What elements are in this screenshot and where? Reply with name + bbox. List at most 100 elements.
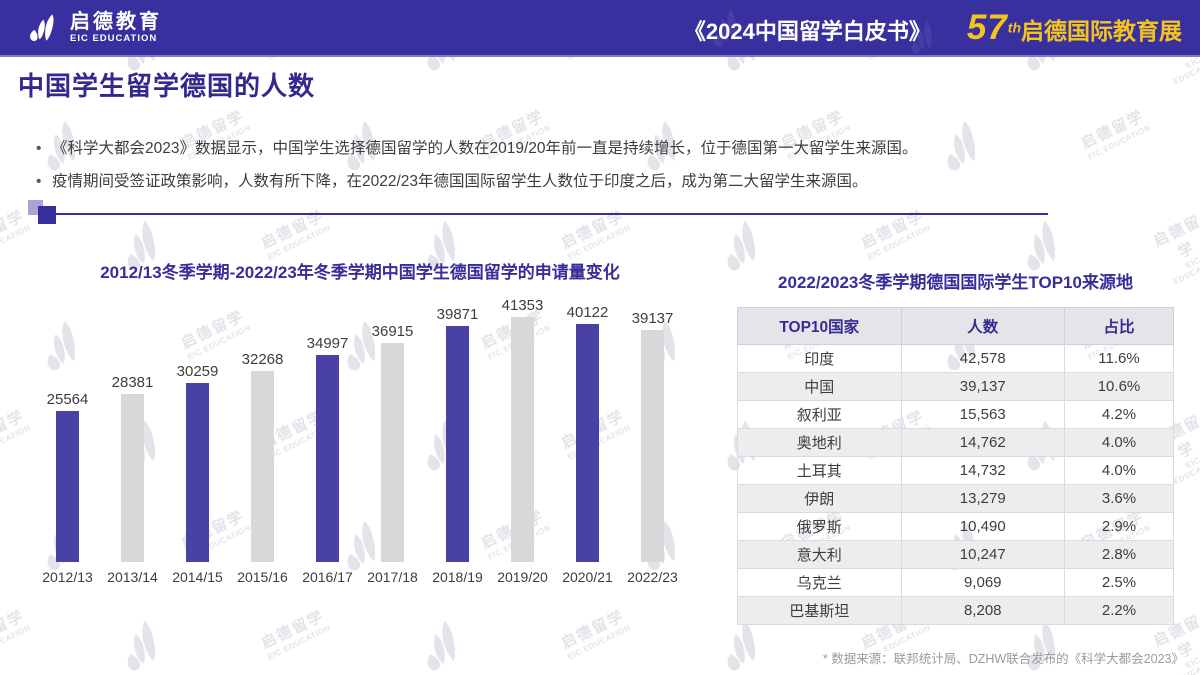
bar-value-label: 41353 [501,297,544,314]
bar-group-2020/21: 40122 2020/21 [555,304,620,587]
bar-chart: 25564 2012/13 28381 2013/14 30259 2014/15 3226… [35,297,685,587]
eic-logo-icon [22,9,60,47]
table-row: 中国 39,137 10.6% [737,372,1174,401]
table-row: 俄罗斯 10,490 2.9% [737,512,1174,541]
table-row: 土耳其 14,732 4.0% [737,456,1174,485]
table-cell: 13,279 [900,484,1065,513]
bar [251,371,274,562]
table-cell: 印度 [737,344,902,373]
table-row: 印度 42,578 11.6% [737,344,1174,373]
bar [641,330,664,562]
table-cell: 2.5% [1064,568,1174,597]
table-cell: 14,762 [900,428,1065,457]
table-header-row: TOP10国家 人数 占比 [737,307,1174,345]
bar-value-label: 28381 [111,374,154,391]
bar-category-label: 2013/14 [107,569,158,585]
table-cell: 42,578 [900,344,1065,373]
bar-value-label: 39137 [631,310,674,327]
table-cell: 9,069 [900,568,1065,597]
top10-countries-table: TOP10国家 人数 占比 印度 42,578 11.6% 中国 39,137 10.6%… [737,307,1174,625]
expo-ordinal-suffix: th [1007,19,1021,36]
bar-value-label: 25564 [46,391,89,408]
table-cell: 15,563 [900,400,1065,429]
bullet-item: 《科学大都会2023》数据显示，中国学生选择德国留学的人数在2019/20年前一… [36,132,918,165]
application-volume-chart-section: 2012/13冬季学期-2022/23年冬季学期中国学生德国留学的申请量变化 2… [35,258,685,587]
table-cell: 中国 [737,372,902,401]
expo-label: 启德国际教育展 [1021,17,1182,44]
bar-category-label: 2014/15 [172,569,223,585]
bar-category-label: 2012/13 [42,569,93,585]
bar-group-2013/14: 28381 2013/14 [100,374,165,587]
bar [576,324,599,562]
bar-category-label: 2017/18 [367,569,418,585]
bar-category-label: 2015/16 [237,569,288,585]
bar-group-2018/19: 39871 2018/19 [425,306,490,587]
table-row: 伊朗 13,279 3.6% [737,484,1174,513]
bar-value-label: 34997 [306,335,349,352]
bar [316,355,339,562]
bar [186,383,209,562]
expo-title: 57th启德国际教育展 [967,8,1182,48]
bar-value-label: 36915 [371,323,414,340]
bar [446,326,469,562]
page-title: 中国学生留学德国的人数 [18,71,316,101]
bullet-item: 疫情期间受签证政策影响，人数有所下降，在2022/23年德国国际留学生人数位于印… [36,165,918,198]
table-cell: 4.0% [1064,456,1174,485]
bar [511,317,534,562]
bar-group-2016/17: 34997 2016/17 [295,335,360,587]
table-cell: 39,137 [900,372,1065,401]
divider-line [56,213,1048,215]
column-header-country: TOP10国家 [737,307,902,345]
table-cell: 乌克兰 [737,568,902,597]
bar-group-2022/23: 39137 2022/23 [620,310,685,587]
column-header-count: 人数 [900,307,1065,345]
header-bar: 启德教育 EIC EDUCATION 《2024中国留学白皮书》 57th启德国… [0,0,1200,57]
divider-square-dark [38,206,56,224]
table-cell: 8,208 [900,596,1065,625]
bar [381,343,404,562]
table-cell: 3.6% [1064,484,1174,513]
table-row: 叙利亚 15,563 4.2% [737,400,1174,429]
table-row: 意大利 10,247 2.8% [737,540,1174,569]
bar [56,411,79,562]
bar-category-label: 2020/21 [562,569,613,585]
table-cell: 奥地利 [737,428,902,457]
bar-group-2012/13: 25564 2012/13 [35,391,100,587]
table-cell: 2.9% [1064,512,1174,541]
table-cell: 10.6% [1064,372,1174,401]
table-cell: 叙利亚 [737,400,902,429]
table-row: 乌克兰 9,069 2.5% [737,568,1174,597]
table-cell: 11.6% [1064,344,1174,373]
bar-category-label: 2016/17 [302,569,353,585]
bar-value-label: 32268 [241,351,284,368]
bar-group-2019/20: 41353 2019/20 [490,297,555,587]
logo-name-cn: 启德教育 [70,11,162,33]
table-cell: 巴基斯坦 [737,596,902,625]
table-cell: 俄罗斯 [737,512,902,541]
bar-group-2014/15: 30259 2014/15 [165,363,230,587]
bar-category-label: 2018/19 [432,569,483,585]
table-row: 奥地利 14,762 4.0% [737,428,1174,457]
bar-category-label: 2019/20 [497,569,548,585]
bar [121,394,144,562]
table-cell: 14,732 [900,456,1065,485]
table-cell: 4.2% [1064,400,1174,429]
bar-category-label: 2022/23 [627,569,678,585]
table-cell: 土耳其 [737,456,902,485]
bar-group-2017/18: 36915 2017/18 [360,323,425,587]
bar-value-label: 39871 [436,306,479,323]
data-source-note: * 数据来源：联邦统计局、DZHW联合发布的《科学大都会2023》 [822,652,1184,666]
table-cell: 10,247 [900,540,1065,569]
bar-group-2015/16: 32268 2015/16 [230,351,295,587]
logo-name-en: EIC EDUCATION [70,33,158,44]
table-title: 2022/2023冬季学期德国国际学生TOP10来源地 [778,273,1133,292]
table-cell: 2.2% [1064,596,1174,625]
top10-table-section: 2022/2023冬季学期德国国际学生TOP10来源地 TOP10国家 人数 占… [737,268,1174,625]
bar-value-label: 30259 [176,363,219,380]
expo-number: 57 [966,7,1008,47]
table-cell: 2.8% [1064,540,1174,569]
summary-bullets: 《科学大都会2023》数据显示，中国学生选择德国留学的人数在2019/20年前一… [36,132,918,198]
column-header-share: 占比 [1064,307,1174,345]
table-row: 巴基斯坦 8,208 2.2% [737,596,1174,625]
